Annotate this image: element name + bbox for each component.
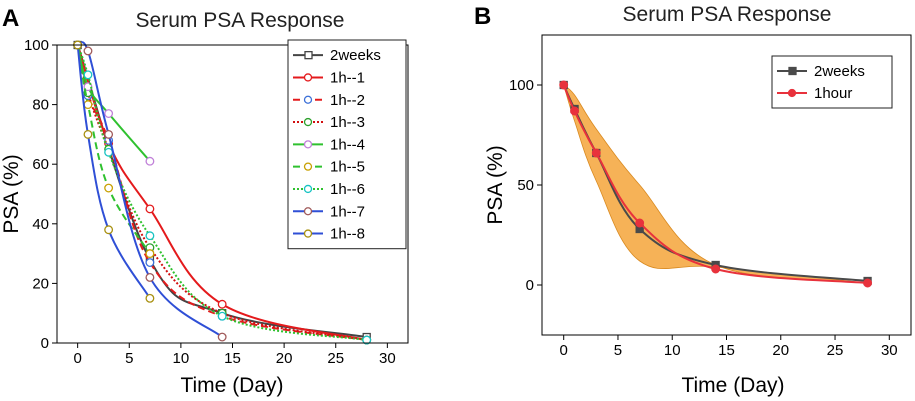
panel-a-legend-label-1h--7: 1h--7 [330,203,365,220]
panel-b-plot [559,80,873,288]
panel-b-legend-frame [771,55,893,109]
panel-a-point-1h--5-2 [104,183,114,193]
panel-a-point-1h--5-3 [145,249,155,259]
panel-b-legend-label-2weeks: 2weeks [814,63,865,80]
panel-a-point-1h--7-1 [83,46,93,56]
panel-a-point-1h--7-4 [217,332,227,342]
panel-b-title: Serum PSA Response [623,3,832,26]
panel-a-x-axis-label: Time (Day) [180,374,283,397]
panel-a-legend-label-2weeks: 2weeks [330,47,381,64]
panel-a-point-1h--4-3 [145,156,155,166]
panel-a-point-1h--1-2 [145,204,155,214]
panel-a-legend-marker-1h--2 [303,95,313,104]
panel-a-y-tick-label: 60 [32,156,49,173]
panel-a-y-ticks: 0 20 40 60 80 100 [24,37,57,352]
panel-a-point-1h--6-3 [145,231,155,241]
panel-b-x-tick-label: 20 [772,342,789,359]
panel-a-x-tick-label: 10 [173,350,190,367]
panel-a-series-line-1h--7 [76,41,223,338]
panel-b-x-tick-label: 10 [664,342,681,359]
panel-a-point-1h--6-2 [104,147,114,157]
panel-b-point-1hour-1 [570,106,580,116]
panel-a-series-line-1h--2 [76,44,367,342]
panel-a-point-1h--8-3 [145,293,155,303]
panel-a-x-tick-label: 5 [125,350,133,367]
panel-a-legend-label-1h--5: 1h--5 [330,159,365,176]
panel-b-point-1hour-5 [863,278,873,288]
panel-a-x-tick-label: 15 [224,350,241,367]
panel-a-legend-marker-1h--5 [303,162,313,171]
panel-b-confidence-band [562,83,868,284]
panel-a-point-1h--4-2 [104,109,114,118]
panel-a-y-tick-label: 0 [41,335,49,352]
panel-a-y-tick-label: 80 [32,97,49,114]
panel-a-y-tick-label: 40 [32,216,49,233]
panel-a-legend-marker-1h--4 [303,140,313,149]
panel-b-y-tick-label: 0 [526,277,534,294]
panel-b-series-line-2weeks [562,84,868,282]
panel-a-point-1h--6-5 [362,335,372,345]
panel-a-legend-label-1h--1: 1h--1 [330,69,365,86]
panel-a-legend-label-1h--4: 1h--4 [330,136,365,153]
panel-a-x-ticks: 0 5 10 15 20 25 30 [73,343,396,367]
panel-a-point-1h--6-1 [83,70,93,80]
panel-b-point-1hour-3 [635,218,645,228]
panel-a-x-tick-label: 25 [327,350,344,367]
panel-a-y-tick-label: 100 [24,37,49,54]
panel-a-y-tick-label: 20 [32,275,49,292]
panel-a-point-1h--8-1 [83,129,93,139]
panel-a: A Serum PSA Response 0 5 10 15 20 25 30 0 20 40 6… [0,5,409,397]
panel-b-x-axis-label: Time (Day) [681,374,784,397]
panel-a-x-tick-label: 0 [73,350,81,367]
panel-a-title: Serum PSA Response [136,9,345,32]
panel-a-legend-marker-2weeks [304,51,313,60]
panel-a-x-tick-label: 20 [276,350,293,367]
panel-a-point-1h--7-2 [104,129,114,139]
panel-b-y-tick-label: 50 [517,177,534,194]
panel-a-legend-label-1h--8: 1h--8 [330,226,365,243]
panel-a-legend-marker-1h--7 [303,207,313,216]
panel-a-label: A [2,5,19,32]
panel-b-point-1hour-4 [711,264,721,274]
panel-b: B Serum PSA Response 0 5 10 15 20 25 30 0 50 100… [474,3,912,397]
panel-b-label: B [474,3,491,30]
panel-b-point-1hour-2 [591,148,601,158]
panel-b-y-ticks: 0 50 100 [509,77,542,294]
panel-a-legend-label-1h--2: 1h--2 [330,92,365,109]
panel-a-point-1h--5-1 [83,100,93,110]
panel-a-legend-marker-1h--1 [303,73,313,82]
panel-a-series-line-1h--6 [76,44,367,342]
panel-b-y-tick-label: 100 [509,77,534,94]
panel-a-legend: 2weeks 1h--1 1h--2 1h--3 1h--4 1h--5 1h--6 1h--… [287,39,407,250]
panel-b-legend: 2weeks 1hour [771,55,893,109]
panel-a-legend-marker-1h--3 [303,117,313,127]
panel-a-legend-marker-1h--6 [303,184,313,194]
panel-b-x-ticks: 0 5 10 15 20 25 30 [560,335,898,359]
panel-a-point-1h--8-2 [104,225,114,235]
panel-b-legend-label-1hour: 1hour [814,85,852,102]
panel-a-y-axis-label: PSA (%) [0,154,23,233]
panel-a-point-1h--6-4 [217,311,227,321]
panel-a-point-1h--2-3 [145,258,155,267]
panel-a-series-line-1h--4 [76,44,151,162]
panel-b-x-tick-label: 30 [881,342,898,359]
panel-b-x-tick-label: 25 [827,342,844,359]
panel-a-point-1h--1-3 [217,299,227,309]
panel-b-legend-marker-1hour [787,88,797,98]
panel-a-legend-label-1h--6: 1h--6 [330,181,365,198]
panel-a-legend-marker-1h--8 [303,229,313,238]
panel-b-x-tick-label: 15 [718,342,735,359]
panel-b-x-tick-label: 0 [560,342,568,359]
panel-a-x-tick-label: 30 [379,350,396,367]
panel-b-legend-marker-2weeks [788,66,797,76]
panel-a-point-1h--7-3 [145,272,155,282]
panel-b-point-1hour-0 [559,80,569,90]
panel-b-y-axis-label: PSA (%) [484,145,507,224]
panel-b-x-tick-label: 5 [614,342,622,359]
panel-a-plot [73,40,372,345]
panel-a-series-line-1h--8 [76,44,151,299]
panel-a-legend-label-1h--3: 1h--3 [330,114,365,131]
